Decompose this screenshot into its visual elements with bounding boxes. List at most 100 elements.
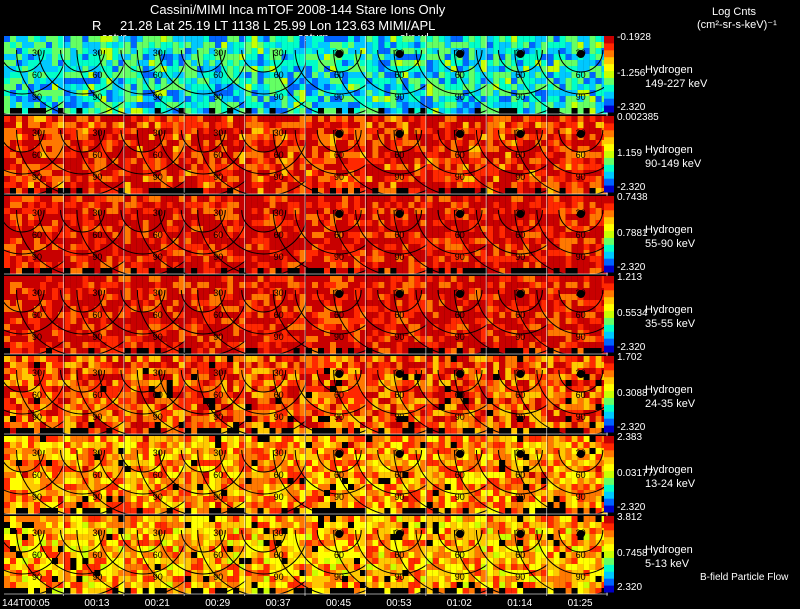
energy-label: 55-90 keV	[645, 238, 696, 250]
contour-label: 30	[153, 448, 163, 458]
sky-panel: 30 60 90	[0, 36, 89, 117]
sky-panel: 30 60 90	[272, 36, 406, 117]
contour-label: 60	[153, 150, 163, 160]
contour-label: 90	[153, 572, 163, 582]
saturn-marker	[335, 450, 344, 458]
contour-label: 60	[213, 150, 223, 160]
colorbar	[604, 116, 614, 193]
contour-label: 90	[576, 572, 586, 582]
contour-label: 30	[334, 448, 344, 458]
sky-panel: 30 60 90	[0, 116, 89, 197]
colorbar-max: 3.812	[617, 512, 643, 523]
contour-label: 60	[213, 310, 223, 320]
contour-label: 90	[274, 492, 284, 502]
contour-label: 30	[274, 448, 284, 458]
contour-label: 60	[515, 230, 525, 240]
contour-label: 60	[92, 310, 102, 320]
contour-label: 30	[334, 368, 344, 378]
contour-label: 90	[153, 332, 163, 342]
time-tick-label: 01:14	[507, 598, 533, 609]
contour-label: 90	[576, 172, 586, 182]
contour-label: 60	[394, 390, 404, 400]
contour-label: 60	[32, 310, 42, 320]
sky-panel: 30 60 90	[16, 276, 150, 357]
energy-label: 5-13 keV	[645, 558, 690, 570]
sky-panel: 30 60 90	[272, 436, 406, 517]
contour-label: 90	[213, 92, 223, 102]
contour-label: 30	[455, 528, 465, 538]
contour-label: 30	[394, 208, 404, 218]
contour-label: 30	[153, 528, 163, 538]
sky-panel: 30 60 90	[272, 276, 406, 357]
sky-panel: 30 60 90	[333, 36, 467, 117]
contour-label: 90	[394, 172, 404, 182]
saturn-marker	[456, 530, 465, 538]
sky-panel: 30 60 90	[453, 36, 587, 117]
contour-label: 90	[153, 92, 163, 102]
colorbar-max: 0.7438	[617, 192, 648, 203]
contour-label: 90	[334, 252, 344, 262]
saturn-marker	[335, 530, 344, 538]
contour-label: 90	[92, 412, 102, 422]
sky-panel: 30 60 90	[514, 276, 648, 357]
contour-label: 90	[515, 92, 525, 102]
saturn-marker	[335, 50, 344, 58]
contour-label: 30	[153, 288, 163, 298]
contour-label: 90	[153, 172, 163, 182]
time-tick-label: 00:21	[144, 598, 170, 609]
contour-label: 60	[334, 390, 344, 400]
contour-label: 90	[32, 492, 42, 502]
sky-panel: 30 60 90	[76, 116, 210, 197]
saturn-marker	[516, 130, 525, 138]
contour-label: 60	[274, 550, 284, 560]
contour-label: 90	[394, 92, 404, 102]
time-tick-label: 00:29	[205, 598, 231, 609]
channel-row: 30 60 90 30 60 90 30 60 90 30 60 90 30 60 90 30 60 90 30 60…	[0, 276, 648, 357]
sky-panel: 30 60 90	[16, 356, 150, 437]
contour-label: 60	[213, 230, 223, 240]
sky-panel: 30 60 90	[16, 36, 150, 117]
contour-label: 30	[515, 288, 525, 298]
contour-label: 30	[32, 448, 42, 458]
contour-label: 60	[153, 550, 163, 560]
contour-label: 90	[213, 172, 223, 182]
saturn-marker	[395, 450, 404, 458]
sky-panel: 30 60 90	[393, 116, 527, 197]
time-tick-label: 00:53	[386, 598, 412, 609]
sky-panel: 30 60 90	[76, 276, 210, 357]
colorbar	[604, 516, 614, 593]
sky-panel: 30 60 90	[136, 276, 270, 357]
contour-label: 60	[153, 310, 163, 320]
saturn-marker	[576, 130, 585, 138]
saturn-marker	[395, 50, 404, 58]
contour-label: 60	[334, 550, 344, 560]
contour-label: 60	[455, 150, 465, 160]
saturn-marker	[456, 370, 465, 378]
colorbar-mid: 0.5534	[617, 308, 648, 319]
contour-label: 30	[515, 128, 525, 138]
contour-label: 30	[32, 288, 42, 298]
contour-label: 90	[334, 492, 344, 502]
sky-panel: 30 60 90	[0, 356, 89, 437]
sky-panel: 30 60 90	[272, 196, 406, 277]
species-label: Hydrogen	[645, 224, 693, 236]
contour-label: 60	[92, 390, 102, 400]
contour-label: 90	[32, 332, 42, 342]
sky-panel: 30 60 90	[0, 436, 89, 517]
contour-label: 90	[92, 492, 102, 502]
contour-label: 30	[394, 48, 404, 58]
contour-label: 90	[153, 412, 163, 422]
contour-label: 90	[394, 252, 404, 262]
contour-label: 30	[576, 208, 586, 218]
contour-label: 30	[455, 448, 465, 458]
time-tick-label: 144T00:05	[2, 598, 50, 609]
contour-label: 60	[32, 70, 42, 80]
contour-label: 60	[213, 390, 223, 400]
contour-label: 30	[274, 528, 284, 538]
colorbar-min: 2.320	[617, 582, 643, 593]
contour-label: 60	[576, 390, 586, 400]
contour-label: 60	[455, 550, 465, 560]
contour-label: 90	[274, 572, 284, 582]
contour-label: 90	[576, 332, 586, 342]
contour-label: 30	[153, 368, 163, 378]
